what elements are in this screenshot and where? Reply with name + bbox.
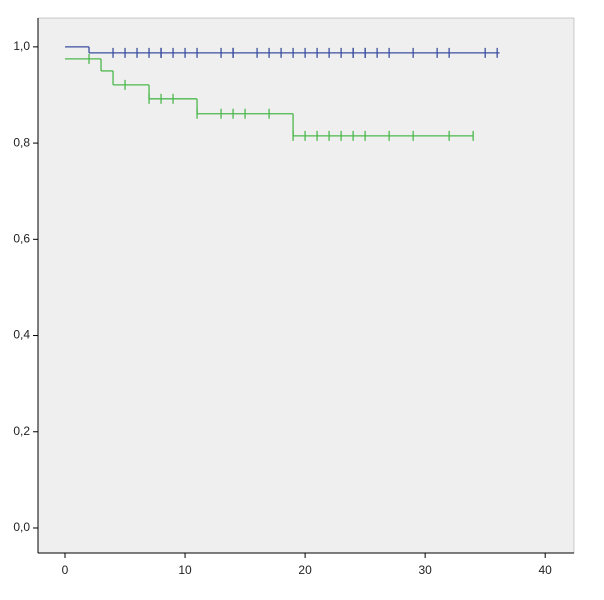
y-tick-label: 0,4 xyxy=(13,328,30,342)
plot-area xyxy=(37,17,575,554)
y-tick-label: 0,0 xyxy=(13,520,30,534)
y-tick-label: 0,2 xyxy=(13,424,30,438)
x-tick-label: 40 xyxy=(539,563,553,577)
x-tick-label: 20 xyxy=(298,563,312,577)
x-tick-label: 10 xyxy=(178,563,192,577)
x-tick-label: 0 xyxy=(62,563,69,577)
x-tick-label: 30 xyxy=(418,563,432,577)
y-tick-label: 0,8 xyxy=(13,135,30,149)
y-tick-label: 1,0 xyxy=(13,39,30,53)
y-tick-label: 0,6 xyxy=(13,231,30,245)
